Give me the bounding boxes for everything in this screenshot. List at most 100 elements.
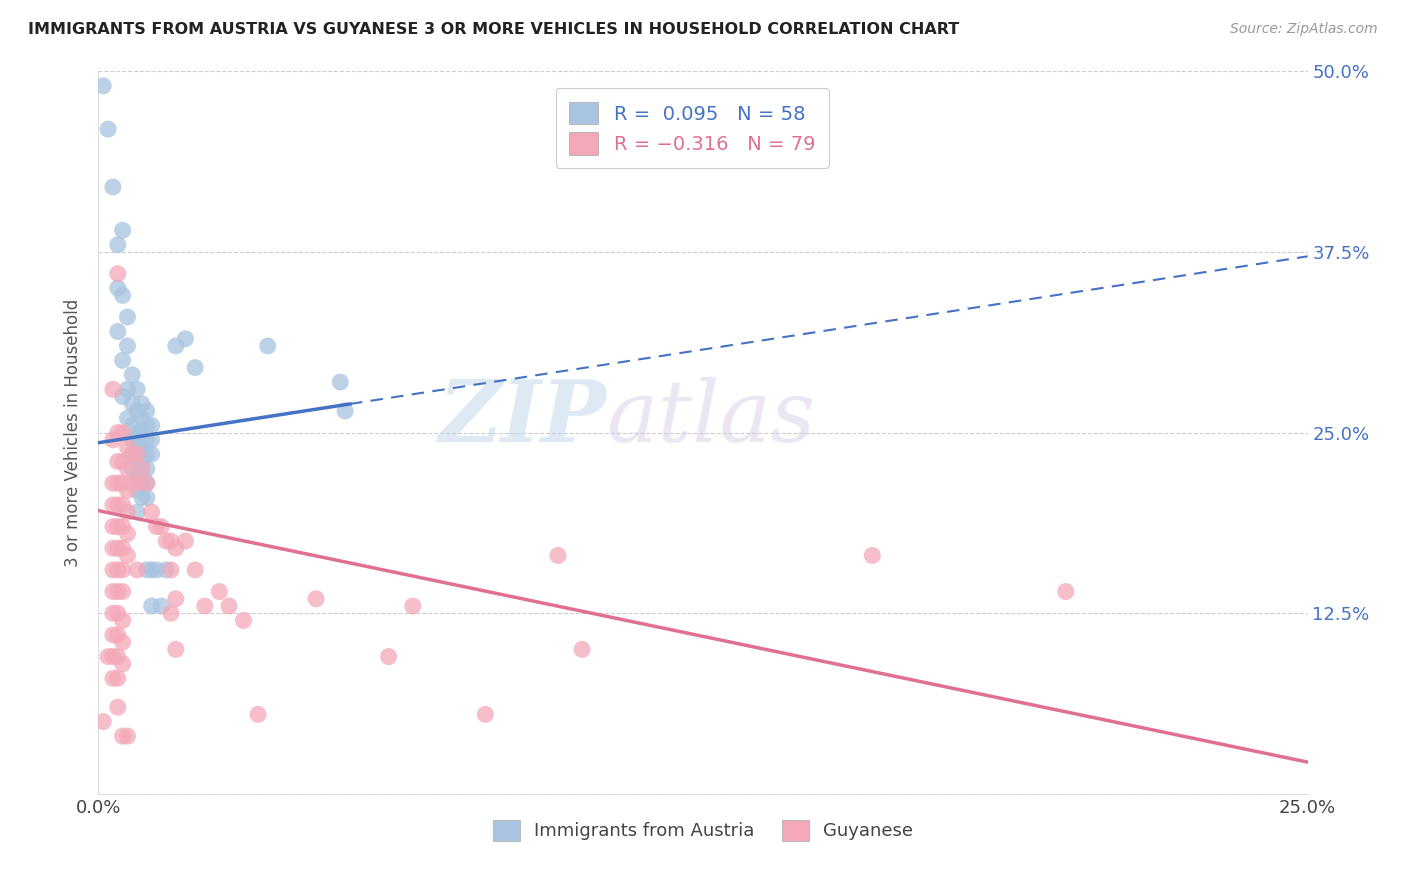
Point bbox=[111, 288, 134, 302]
Point bbox=[135, 462, 157, 476]
Point bbox=[107, 325, 129, 339]
Point bbox=[107, 476, 129, 491]
Point bbox=[111, 563, 134, 577]
Point bbox=[107, 454, 129, 468]
Point bbox=[101, 498, 124, 512]
Point bbox=[121, 462, 143, 476]
Point bbox=[127, 454, 149, 468]
Point bbox=[547, 549, 569, 563]
Point bbox=[208, 584, 231, 599]
Point bbox=[127, 563, 149, 577]
Point bbox=[141, 563, 163, 577]
Point bbox=[107, 425, 129, 440]
Point bbox=[121, 447, 143, 461]
Point bbox=[117, 729, 139, 743]
Point bbox=[305, 591, 328, 606]
Point bbox=[155, 563, 177, 577]
Point bbox=[135, 563, 157, 577]
Point bbox=[165, 642, 187, 657]
Point bbox=[111, 657, 134, 671]
Point bbox=[247, 707, 270, 722]
Point bbox=[131, 397, 153, 411]
Point bbox=[101, 541, 124, 556]
Point bbox=[121, 476, 143, 491]
Point bbox=[127, 483, 149, 498]
Point bbox=[160, 533, 183, 548]
Point bbox=[121, 368, 143, 382]
Point bbox=[377, 649, 399, 664]
Point bbox=[135, 433, 157, 447]
Point bbox=[174, 332, 197, 346]
Point bbox=[135, 418, 157, 433]
Point bbox=[127, 440, 149, 454]
Point bbox=[160, 607, 183, 621]
Point bbox=[155, 533, 177, 548]
Point bbox=[101, 628, 124, 642]
Point bbox=[101, 433, 124, 447]
Point bbox=[111, 519, 134, 533]
Point bbox=[127, 404, 149, 418]
Point bbox=[141, 433, 163, 447]
Point bbox=[117, 549, 139, 563]
Point bbox=[141, 599, 163, 613]
Point bbox=[402, 599, 425, 613]
Point bbox=[141, 418, 163, 433]
Point bbox=[174, 533, 197, 548]
Point bbox=[101, 382, 124, 396]
Point bbox=[131, 440, 153, 454]
Point bbox=[101, 180, 124, 194]
Point bbox=[97, 649, 120, 664]
Point bbox=[111, 635, 134, 649]
Point bbox=[117, 462, 139, 476]
Point bbox=[111, 614, 134, 628]
Point bbox=[194, 599, 217, 613]
Point bbox=[97, 122, 120, 136]
Point bbox=[145, 563, 167, 577]
Point bbox=[127, 469, 149, 483]
Point bbox=[107, 237, 129, 252]
Point bbox=[329, 375, 352, 389]
Point bbox=[101, 607, 124, 621]
Point bbox=[101, 584, 124, 599]
Point bbox=[165, 591, 187, 606]
Point bbox=[131, 411, 153, 425]
Point bbox=[107, 563, 129, 577]
Point bbox=[131, 469, 153, 483]
Point bbox=[117, 411, 139, 425]
Point bbox=[107, 584, 129, 599]
Point bbox=[101, 519, 124, 533]
Point bbox=[131, 476, 153, 491]
Point bbox=[131, 425, 153, 440]
Point bbox=[101, 649, 124, 664]
Point bbox=[141, 505, 163, 519]
Point bbox=[121, 433, 143, 447]
Point bbox=[127, 476, 149, 491]
Point bbox=[860, 549, 883, 563]
Point bbox=[111, 389, 134, 403]
Point bbox=[333, 404, 356, 418]
Point bbox=[107, 281, 129, 295]
Point bbox=[135, 476, 157, 491]
Point bbox=[184, 360, 207, 375]
Point bbox=[107, 671, 129, 685]
Point bbox=[127, 505, 149, 519]
Point bbox=[111, 729, 134, 743]
Point bbox=[107, 700, 129, 714]
Point bbox=[111, 584, 134, 599]
Point bbox=[135, 491, 157, 505]
Point bbox=[107, 498, 129, 512]
Point bbox=[117, 440, 139, 454]
Point bbox=[117, 505, 139, 519]
Point bbox=[117, 339, 139, 353]
Y-axis label: 3 or more Vehicles in Household: 3 or more Vehicles in Household bbox=[65, 299, 83, 566]
Point bbox=[145, 519, 167, 533]
Point bbox=[127, 425, 149, 440]
Point bbox=[117, 526, 139, 541]
Text: ZIP: ZIP bbox=[439, 376, 606, 460]
Point bbox=[121, 418, 143, 433]
Point bbox=[474, 707, 496, 722]
Point bbox=[111, 476, 134, 491]
Point bbox=[121, 397, 143, 411]
Point bbox=[111, 454, 134, 468]
Point bbox=[91, 714, 114, 729]
